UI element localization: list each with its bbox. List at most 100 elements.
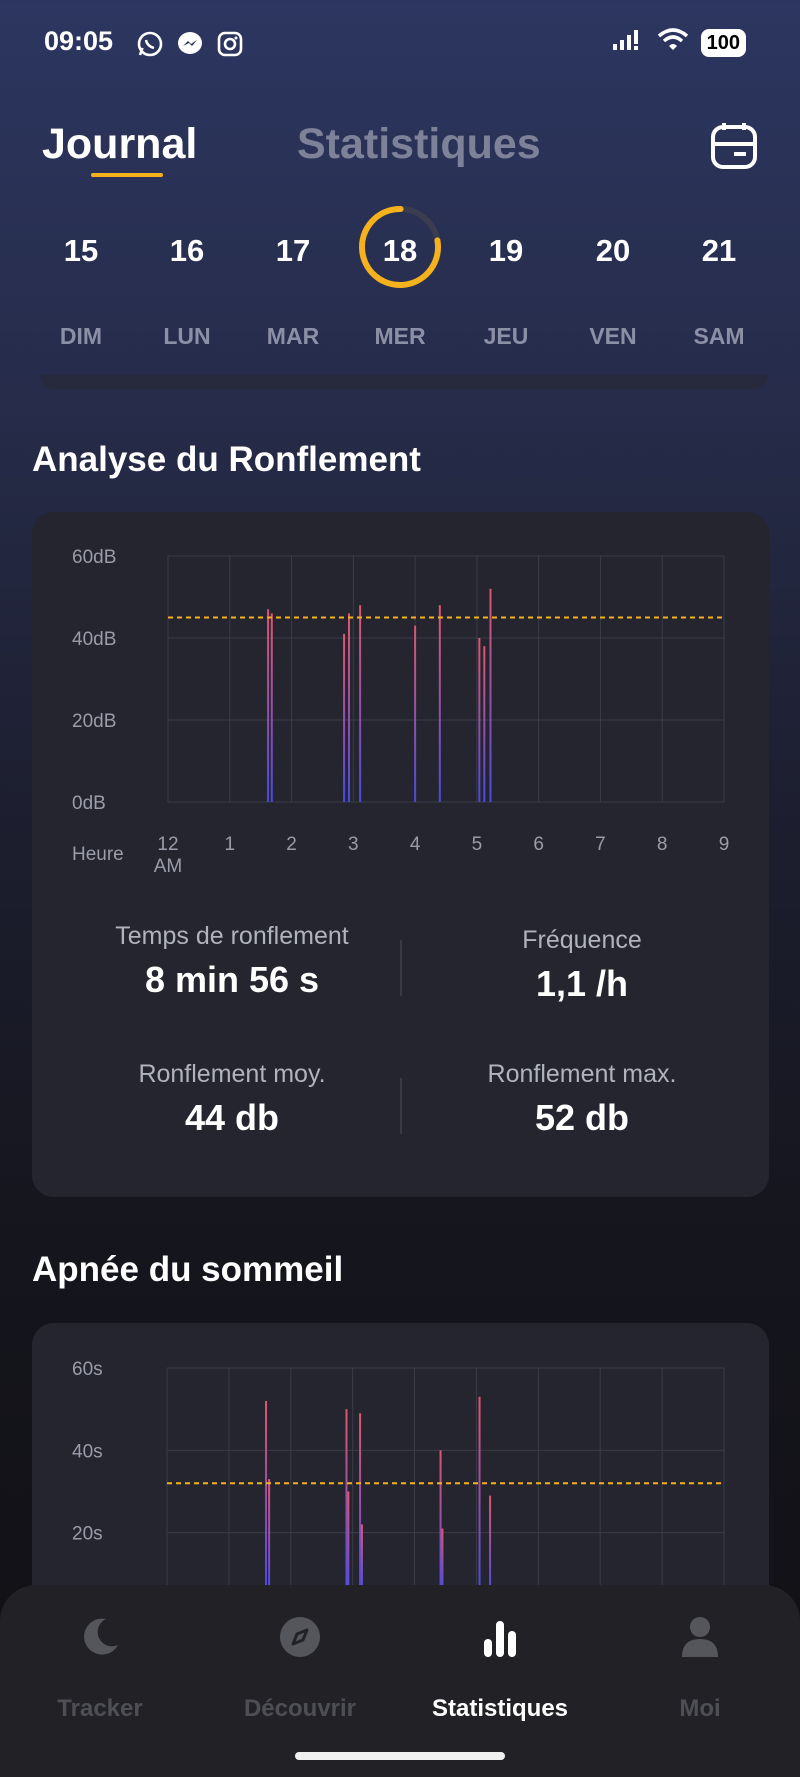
previous-card-edge [0,375,800,389]
stat-value: 52 db [534,1097,630,1138]
tab-statistiques[interactable]: Statistiques [297,120,541,168]
day-name: DIM [59,323,103,349]
apnea-chart: 60s 40s 20s [72,1359,725,1593]
moon-icon [84,1618,118,1655]
day-number: 15 [63,233,99,268]
person-icon [682,1617,718,1657]
nav-tracker[interactable]: Tracker [0,1615,200,1723]
progress-ring-icon [359,206,441,288]
average-snoring-stat: Ronflement moy. 44 db [67,1060,397,1139]
stat-value: 1,1 /h [535,963,629,1004]
bottom-navigation: Tracker Découvrir Statistiques Moi [0,1585,800,1777]
y-tick-label: 20dB [72,711,116,732]
nav-label: Tracker [57,1695,143,1722]
messenger-icon [176,30,204,58]
whatsapp-icon [136,30,164,58]
week-day-selector: 15 DIM 16 LUN 17 MAR 18 MER 19 JEU 20 VE… [0,205,800,355]
y-tick-label: 60dB [72,547,116,568]
data-bar [270,613,273,802]
x-tick-label: 2 [286,834,297,855]
y-tick-label: 40s [72,1441,103,1462]
stat-divider [400,1078,402,1134]
data-bar [438,605,441,802]
stat-divider [400,940,402,996]
tab-active-indicator [91,173,163,177]
stat-value: 8 min 56 s [144,959,320,1000]
day-number: 17 [275,233,311,268]
frequency-stat: Fréquence 1,1 /h [417,926,747,1005]
data-bar [478,638,481,802]
data-bar [489,1495,492,1593]
status-system-icons: 100 [611,28,746,57]
nav-moi[interactable]: Moi [600,1615,800,1723]
data-bar [347,1491,350,1593]
y-tick-label: 0dB [72,793,106,814]
y-tick-label: 60s [72,1359,103,1380]
snoring-section-title: Analyse du Ronflement [32,440,421,479]
tab-journal[interactable]: Journal [42,120,198,168]
y-tick-label: 40dB [72,629,116,650]
day-number: 19 [488,233,524,268]
data-bar [268,1479,271,1593]
stat-label: Fréquence [522,926,642,954]
data-bar [483,646,486,802]
day-name: VEN [589,323,637,349]
day-number: 21 [701,233,737,268]
day-name: JEU [483,323,529,349]
nav-label: Découvrir [243,1695,357,1722]
data-bar [439,1450,442,1593]
data-bar [348,613,351,802]
y-tick-label: 20s [72,1524,103,1545]
data-bar [265,1400,268,1593]
day-name: MAR [266,323,320,349]
data-bar [489,588,492,802]
wifi-icon [657,28,689,57]
data-bar [359,1413,362,1593]
nav-decouvrir[interactable]: Découvrir [200,1615,400,1723]
signal-icon [611,28,645,57]
apnea-section-title: Apnée du sommeil [32,1250,344,1289]
status-time: 09:05 [44,26,114,56]
data-bar [360,1524,363,1593]
x-tick-label: 8 [657,834,668,855]
nav-label: Moi [679,1695,721,1722]
x-tick-label: AM [154,856,183,877]
snoring-card: 60dB 40dB 20dB 0dB Heure 12 AM 1 2 3 4 5 6 7 8 9 Temps … [32,512,769,1197]
day-number: 18 [382,233,418,268]
bar-chart-icon [484,1621,516,1657]
data-bar [267,609,270,802]
stat-label: Ronflement moy. [138,1060,326,1088]
stat-label: Ronflement max. [487,1060,677,1088]
day-name: LUN [163,323,211,349]
x-tick-label: 4 [410,834,421,855]
x-tick-label: 1 [224,834,235,855]
data-bar [478,1396,481,1593]
day-number: 20 [595,233,631,268]
x-tick-label: 7 [595,834,606,855]
nav-statistiques[interactable]: Statistiques [400,1615,600,1723]
day-name: MER [374,323,426,349]
compass-icon [280,1617,320,1657]
x-axis-label: Heure [72,844,124,865]
x-tick-label: 3 [348,834,359,855]
snoring-time-stat: Temps de ronflement 8 min 56 s [67,922,397,1001]
stat-value: 44 db [184,1097,280,1138]
calendar-button[interactable] [710,122,758,170]
status-bar: 09:05 100 [0,0,800,90]
data-bar [441,1528,444,1593]
data-bar [343,633,346,802]
home-indicator[interactable] [295,1752,505,1760]
day-name: SAM [693,323,745,349]
status-notification-icons [136,30,244,58]
calendar-icon [711,123,757,169]
battery-indicator: 100 [700,28,746,57]
x-tick-label: 12 [157,834,178,855]
day-number: 16 [169,233,205,268]
x-tick-label: 5 [472,834,483,855]
x-tick-label: 6 [533,834,544,855]
max-snoring-stat: Ronflement max. 52 db [417,1060,747,1139]
x-tick-label: 9 [719,834,730,855]
data-bar [414,625,417,802]
data-bar [345,1409,348,1593]
